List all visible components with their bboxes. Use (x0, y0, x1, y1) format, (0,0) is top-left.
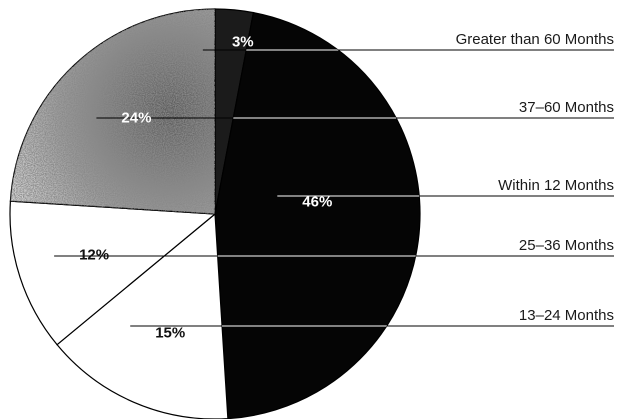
value-label-greater-than-60-months: 3% (232, 34, 254, 51)
value-label-37-60-months: 24% (121, 109, 151, 126)
value-label-13-24-months: 15% (155, 324, 185, 341)
legend-label-within-12-months: Within 12 Months (498, 177, 614, 194)
legend-label-37-60-months: 37–60 Months (519, 99, 614, 116)
slice-within-12-months (214, 11, 421, 419)
value-label-25-36-months: 12% (79, 246, 109, 263)
legend-label-25-36-months: 25–36 Months (519, 237, 614, 254)
slice-25-36-months (9, 200, 217, 346)
slice-texture-37-60-months (10, 9, 215, 214)
value-label-within-12-months: 46% (302, 193, 332, 210)
legend-label-greater-than-60-months: Greater than 60 Months (456, 31, 614, 48)
legend-label-13-24-months: 13–24 Months (519, 307, 614, 324)
